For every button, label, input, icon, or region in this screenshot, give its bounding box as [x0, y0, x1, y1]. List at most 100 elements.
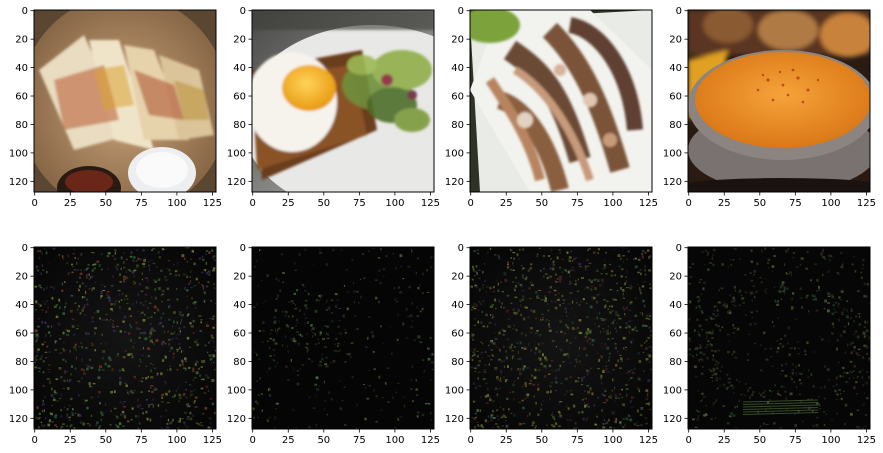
axes-frame: [687, 246, 871, 430]
y-tick-label: 80: [15, 120, 28, 131]
x-tick-label: 50: [753, 435, 766, 446]
y-tick-label: 20: [451, 272, 464, 283]
y-tick-label: 0: [458, 243, 464, 254]
y-tick-label: 20: [669, 272, 682, 283]
x-tick-label: 0: [32, 198, 38, 209]
y-tick-label: 60: [15, 92, 28, 103]
y-tick-label: 80: [233, 120, 246, 131]
y-tick-label: 120: [227, 414, 246, 425]
x-tick-label: 75: [135, 198, 148, 209]
y-tick-label: 100: [227, 385, 246, 396]
x-tick-label: 25: [282, 198, 295, 209]
y-tick-label: 80: [15, 357, 28, 368]
y-tick-label: 20: [233, 35, 246, 46]
axes-frame: [687, 9, 871, 193]
x-tick-label: 0: [250, 198, 256, 209]
axes-panel-7: 0 25 50 75 100 125 0 20 40 60 80 100 120: [663, 243, 876, 446]
y-tick-label: 40: [233, 300, 246, 311]
x-tick-label: 0: [686, 435, 692, 446]
y-tick-label: 100: [9, 385, 28, 396]
x-tick-label: 25: [718, 435, 731, 446]
panel-image-quesadilla: [34, 10, 216, 192]
x-tick-label: 25: [282, 435, 295, 446]
y-tick-label: 40: [451, 63, 464, 74]
panel-image-octopus: [470, 10, 652, 192]
x-tick-label: 0: [32, 435, 38, 446]
y-tick-label: 40: [233, 63, 246, 74]
y-tick-label: 60: [669, 329, 682, 340]
axes-frame: [33, 246, 217, 430]
x-tick-label: 25: [500, 198, 513, 209]
x-tick-label: 75: [571, 435, 584, 446]
axes-panel-1: 0 25 50 75 100 125 0 20 40 60 80 100 120: [227, 6, 440, 209]
y-tick-label: 0: [240, 6, 246, 17]
y-tick-label: 80: [233, 357, 246, 368]
axes-panel-2: 0 25 50 75 100 125 0 20 40 60 80 100 120: [445, 6, 658, 209]
x-tick-label: 100: [603, 198, 622, 209]
axes-frame: [469, 246, 653, 430]
x-tick-label: 75: [789, 435, 802, 446]
y-tick-label: 100: [445, 148, 464, 159]
x-tick-label: 100: [385, 198, 404, 209]
y-tick-label: 0: [676, 6, 682, 17]
x-tick-label: 125: [857, 435, 876, 446]
x-tick-label: 50: [317, 198, 330, 209]
y-tick-label: 60: [15, 329, 28, 340]
y-tick-label: 120: [9, 414, 28, 425]
panel-image-egg-toast: [252, 10, 434, 192]
x-tick-label: 0: [250, 435, 256, 446]
x-tick-label: 125: [203, 435, 222, 446]
y-tick-label: 20: [669, 35, 682, 46]
x-tick-label: 25: [64, 435, 77, 446]
x-tick-label: 75: [789, 198, 802, 209]
y-tick-label: 0: [458, 6, 464, 17]
y-tick-label: 40: [669, 63, 682, 74]
x-tick-label: 100: [167, 435, 186, 446]
axes-frame: [251, 246, 435, 430]
x-tick-label: 50: [535, 198, 548, 209]
x-tick-label: 25: [64, 198, 77, 209]
x-tick-label: 125: [203, 198, 222, 209]
x-tick-label: 75: [571, 198, 584, 209]
y-tick-label: 0: [240, 243, 246, 254]
axes-frame: [33, 9, 217, 193]
panel-saliency-quesadilla: [34, 247, 216, 429]
y-tick-label: 20: [15, 272, 28, 283]
y-tick-label: 40: [669, 300, 682, 311]
x-tick-label: 100: [167, 198, 186, 209]
y-tick-label: 60: [451, 92, 464, 103]
x-tick-label: 50: [99, 198, 112, 209]
axes-panel-3: 0 25 50 75 100 125 0 20 40 60 80 100 120: [663, 6, 876, 209]
y-tick-label: 80: [451, 357, 464, 368]
x-tick-label: 25: [718, 198, 731, 209]
y-tick-label: 60: [233, 329, 246, 340]
x-tick-label: 50: [753, 198, 766, 209]
panel-saliency-soup: [688, 247, 870, 429]
y-tick-label: 0: [676, 243, 682, 254]
x-tick-label: 0: [686, 198, 692, 209]
y-tick-label: 100: [445, 385, 464, 396]
x-tick-label: 75: [135, 435, 148, 446]
axes-frame: [469, 9, 653, 193]
y-tick-label: 120: [9, 177, 28, 188]
y-tick-label: 120: [663, 414, 682, 425]
y-tick-label: 40: [451, 300, 464, 311]
axes-panel-5: 0 25 50 75 100 125 0 20 40 60 80 100 120: [227, 243, 440, 446]
y-tick-label: 40: [15, 63, 28, 74]
x-tick-label: 125: [639, 198, 658, 209]
panel-saliency-octopus: [470, 247, 652, 429]
x-tick-label: 25: [500, 435, 513, 446]
panel-image-soup: [688, 10, 870, 192]
y-tick-label: 100: [227, 148, 246, 159]
y-tick-label: 120: [663, 177, 682, 188]
x-tick-label: 125: [857, 198, 876, 209]
y-tick-label: 100: [663, 385, 682, 396]
y-tick-label: 120: [445, 177, 464, 188]
panel-saliency-egg-toast: [252, 247, 434, 429]
x-tick-label: 125: [421, 198, 440, 209]
x-tick-label: 75: [353, 435, 366, 446]
y-tick-label: 60: [451, 329, 464, 340]
y-tick-label: 80: [451, 120, 464, 131]
y-tick-label: 60: [669, 92, 682, 103]
y-tick-label: 40: [15, 300, 28, 311]
